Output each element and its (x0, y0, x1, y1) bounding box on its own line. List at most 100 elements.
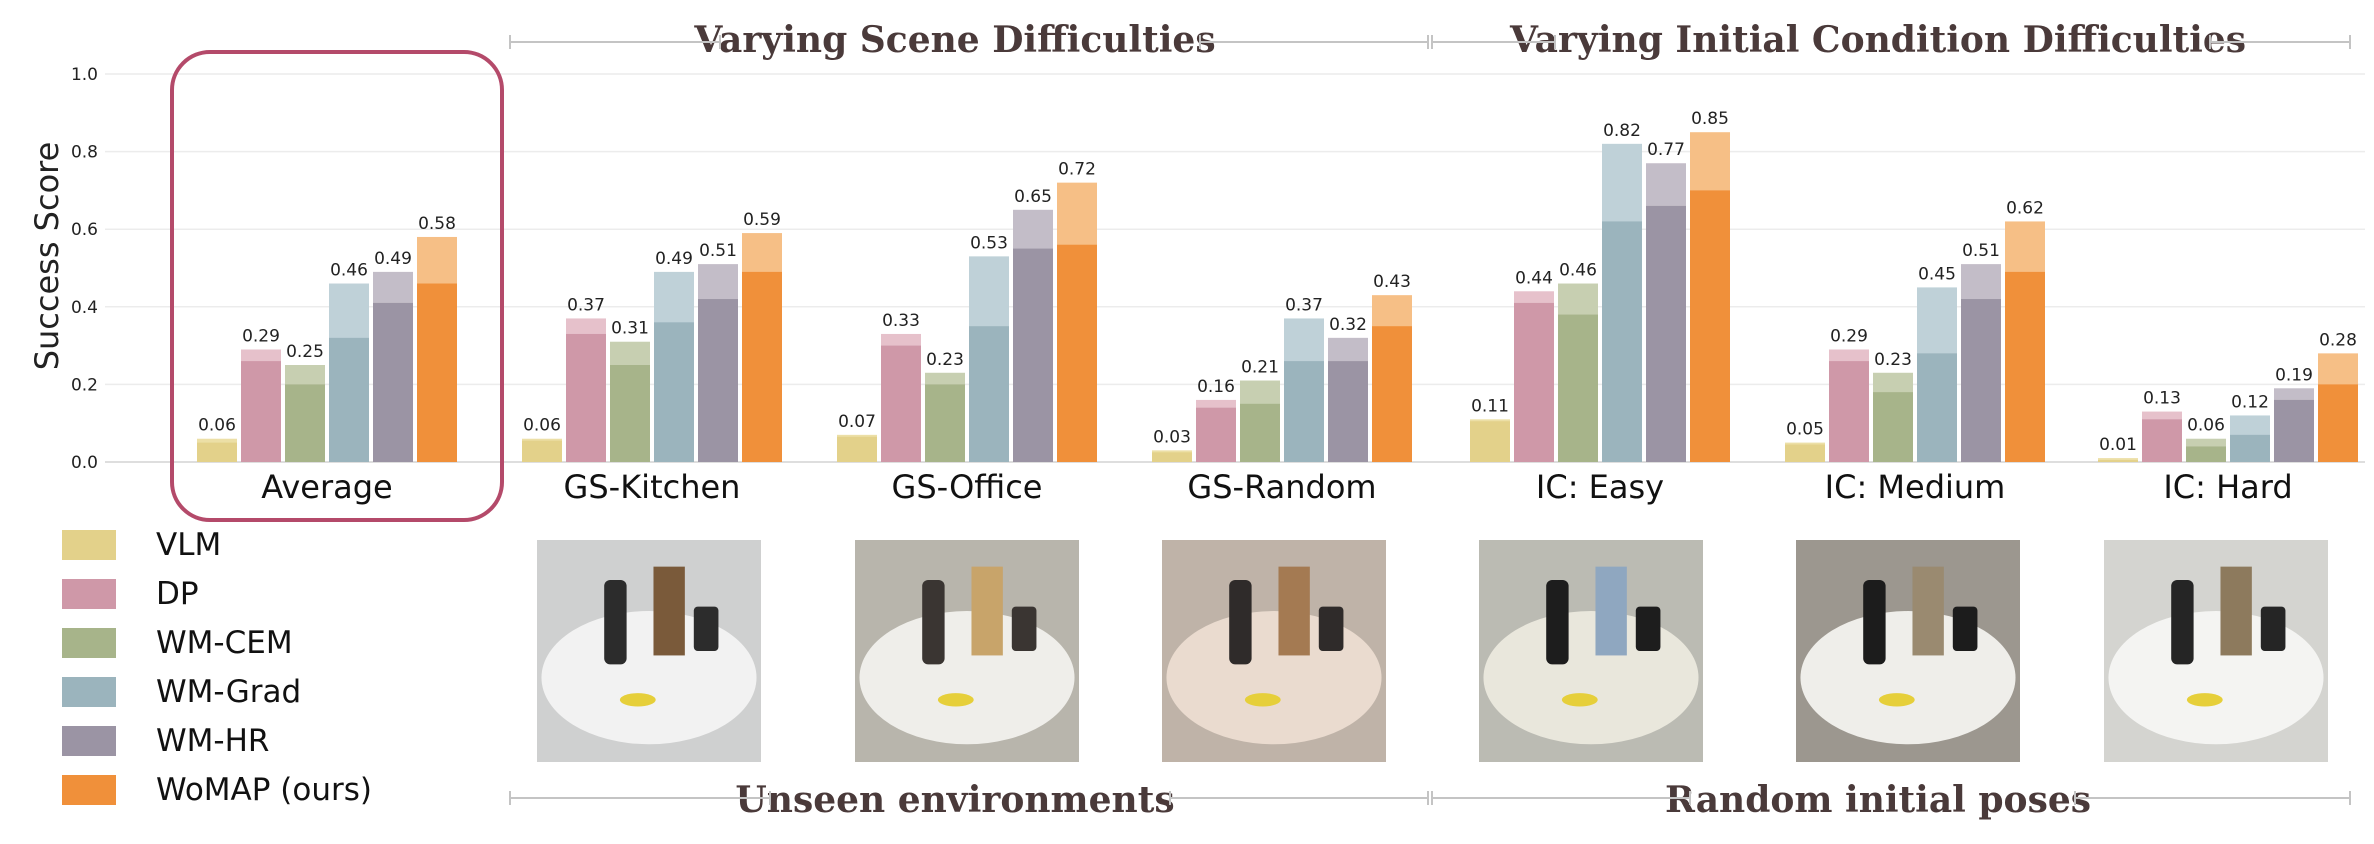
bar-value-label: 0.59 (743, 210, 781, 230)
bar-value-label: 0.07 (838, 412, 876, 432)
bar-value-label: 0.85 (1691, 109, 1729, 129)
bar (1372, 326, 1412, 462)
bar-value-label: 0.32 (1329, 315, 1367, 335)
bar-value-label: 0.62 (2006, 198, 2044, 218)
photo-object (2186, 693, 2223, 707)
bar-value-label: 0.25 (286, 342, 324, 362)
bar (373, 302, 413, 462)
y-tick-label: 0.6 (71, 220, 98, 240)
bar (1013, 248, 1053, 462)
bar-value-label: 0.37 (567, 295, 605, 315)
bar (197, 442, 237, 462)
legend-label: WoMAP (ours) (156, 772, 372, 808)
bar-value-label: 0.37 (1285, 295, 1323, 315)
data-labels: 0.06 0.29 0.25 0.46 0.49 0.58 0.06 0.37 0.31 0.49… (198, 109, 2357, 455)
bar-value-label: 0.53 (970, 233, 1008, 253)
bar-value-label: 0.03 (1153, 427, 1191, 447)
photo-table (1166, 611, 1382, 745)
section-footer-random-poses: Random initial poses (1665, 779, 2091, 821)
bar (1785, 444, 1825, 462)
x-category-label: GS-Office (892, 468, 1043, 506)
bar-value-label: 0.31 (611, 319, 649, 339)
legend-swatch (62, 579, 116, 609)
scene-photo: IC: Hard scene (2104, 540, 2328, 762)
bar-value-label: 0.46 (330, 261, 368, 281)
bar (1829, 361, 1869, 462)
photo-object (1244, 693, 1281, 707)
bar (1917, 353, 1957, 462)
scene-photos: GS-Kitchen scene GS-Office scene GS-Random… (537, 540, 2328, 762)
bar-value-label: 0.13 (2143, 389, 2181, 409)
bar-value-label: 0.82 (1603, 121, 1641, 141)
x-category-label: GS-Kitchen (564, 468, 741, 506)
bar-value-label: 0.51 (1962, 241, 2000, 261)
bar (285, 384, 325, 462)
legend-swatch (62, 677, 116, 707)
section-headers: Varying Scene Difficulties Varying Initi… (509, 19, 2351, 821)
photo-table (859, 611, 1075, 745)
bar (742, 271, 782, 462)
legend-swatch (62, 775, 116, 805)
bar-value-label: 0.23 (1874, 350, 1912, 370)
bar-value-label: 0.45 (1918, 264, 1956, 284)
bar (417, 283, 457, 462)
photo-table (2108, 611, 2324, 745)
legend-label: WM-HR (156, 723, 269, 759)
y-tick-label: 0.0 (71, 453, 98, 473)
bar (2230, 434, 2270, 462)
x-category-label: IC: Medium (1825, 468, 2006, 506)
photo-object (1229, 579, 1252, 665)
bar-value-label: 0.23 (926, 350, 964, 370)
bar-value-label: 0.58 (418, 214, 456, 234)
bar-value-label: 0.21 (1241, 358, 1279, 378)
bar (2098, 460, 2138, 462)
section-footer-unseen: Unseen environments (735, 779, 1174, 821)
photo-object (937, 693, 974, 707)
bar-value-label: 0.44 (1515, 268, 1553, 288)
bars (170, 50, 2358, 522)
photo-object (1561, 693, 1598, 707)
bar-value-label: 0.06 (523, 416, 561, 436)
legend-label: DP (156, 576, 199, 612)
bar-value-label: 0.12 (2231, 392, 2269, 412)
bar (2005, 271, 2045, 462)
scene-photo: GS-Random scene (1162, 540, 1386, 762)
bar (881, 345, 921, 462)
bar (2318, 384, 2358, 462)
legend-label: WM-CEM (156, 625, 293, 661)
bar (1328, 361, 1368, 462)
bar (1057, 244, 1097, 462)
bar-value-label: 0.29 (1830, 326, 1868, 346)
bar (1284, 361, 1324, 462)
x-category-label: Average (261, 468, 392, 506)
bar-value-label: 0.46 (1559, 261, 1597, 281)
bar (654, 322, 694, 462)
y-tick-label: 0.4 (71, 298, 98, 318)
bar (1514, 302, 1554, 462)
photo-object (1278, 566, 1310, 656)
photo-object (971, 566, 1003, 656)
bar-value-label: 0.51 (699, 241, 737, 261)
bar (1646, 205, 1686, 463)
bar (837, 436, 877, 462)
photo-object (1912, 566, 1944, 656)
bar-value-label: 0.19 (2275, 365, 2313, 385)
scene-photo: IC: Medium scene (1796, 540, 2020, 762)
bar (1558, 314, 1598, 462)
bar-value-label: 0.16 (1197, 377, 1235, 397)
photo-table (1800, 611, 2016, 745)
scene-photo: IC: Easy scene (1479, 540, 1703, 762)
y-tick-label: 1.0 (71, 65, 98, 85)
photo-object (2171, 579, 2194, 665)
bar (522, 440, 562, 462)
bar (969, 326, 1009, 462)
x-category-label: IC: Easy (1536, 468, 1664, 506)
bar-value-label: 0.01 (2099, 435, 2137, 455)
photo-object (2220, 566, 2252, 656)
bar (1470, 421, 1510, 462)
photo-table (541, 611, 757, 745)
bar-value-label: 0.06 (2187, 416, 2225, 436)
bar-value-label: 0.06 (198, 416, 236, 436)
photo-object (604, 579, 627, 665)
